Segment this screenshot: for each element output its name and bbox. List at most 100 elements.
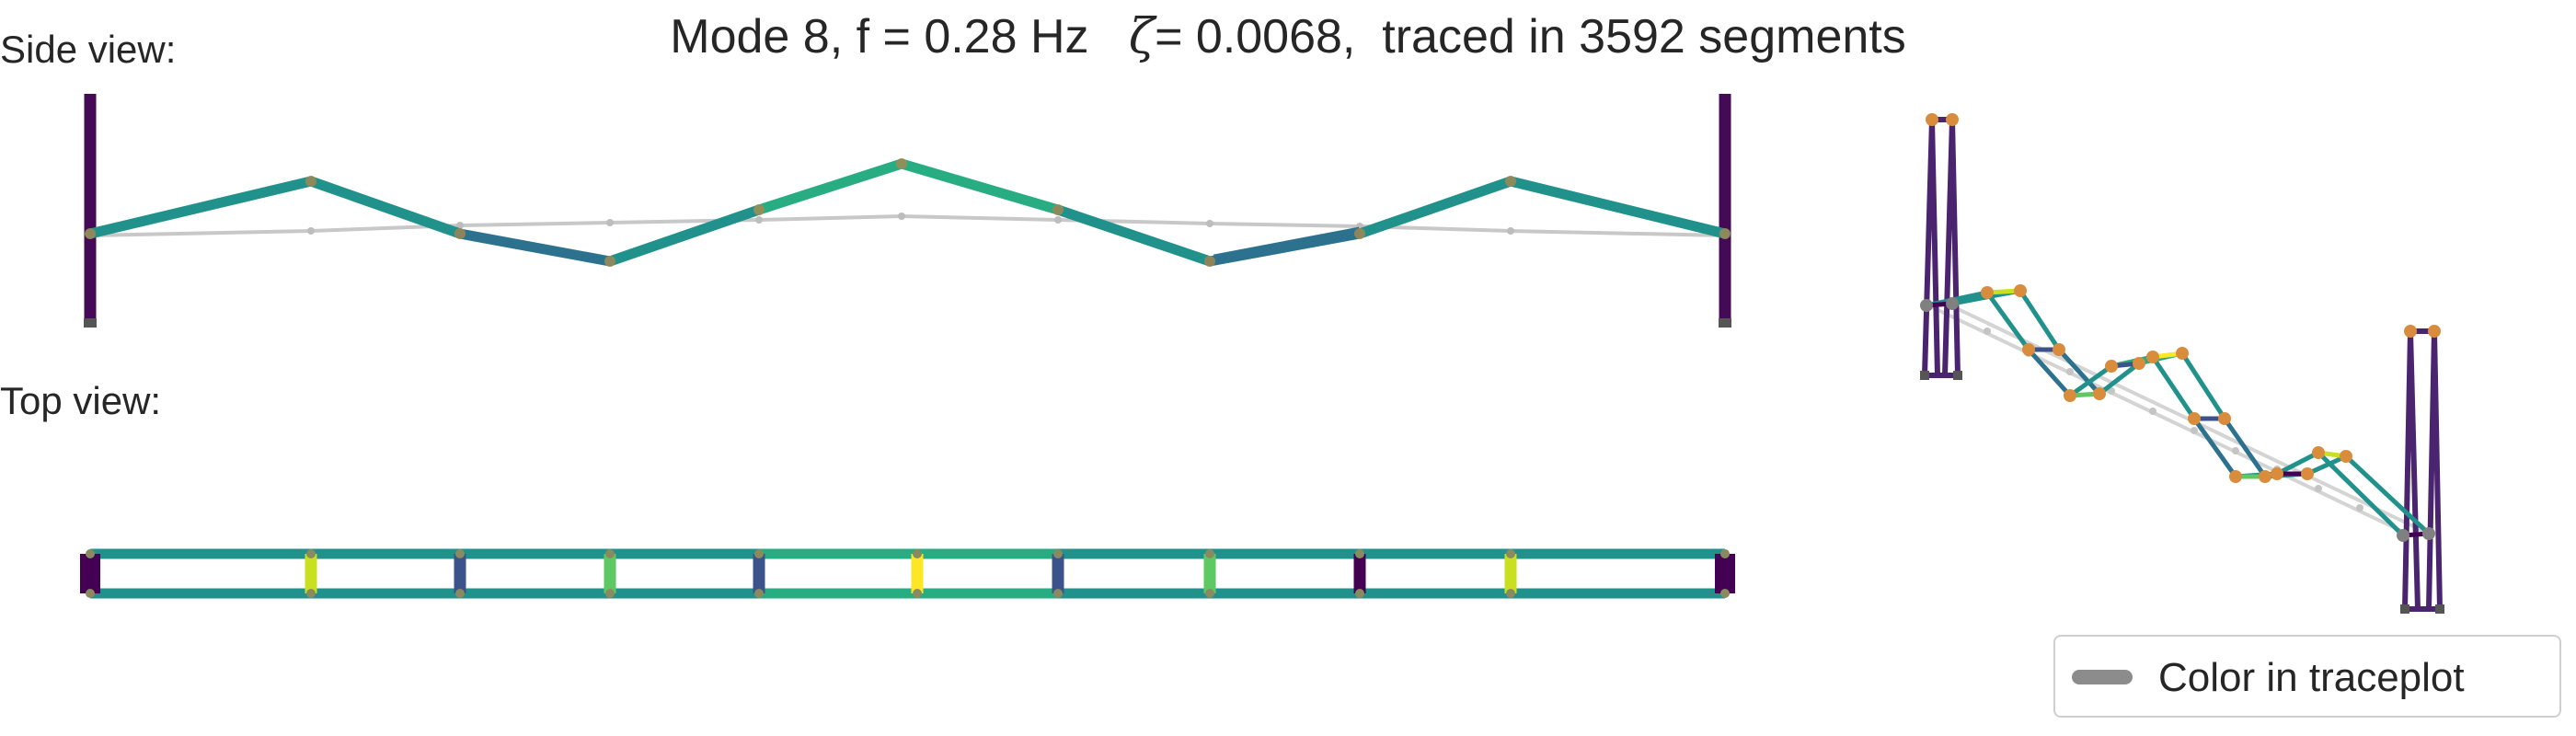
deformed-node bbox=[2146, 351, 2159, 363]
top-view-node bbox=[455, 589, 465, 598]
top-view-node bbox=[306, 549, 316, 558]
top-view-node bbox=[754, 549, 764, 558]
deformed-node bbox=[604, 256, 615, 267]
top-view-node bbox=[1506, 589, 1515, 598]
deformed-deck-segment bbox=[85, 176, 316, 239]
tower-top-node bbox=[1926, 113, 1938, 126]
top-view-node bbox=[605, 549, 615, 558]
legend-swatch bbox=[2072, 670, 2133, 684]
undeformed-node bbox=[2149, 408, 2156, 415]
title-prefix: Mode 8, f = 0.28 Hz bbox=[670, 10, 1089, 63]
legend-label: Color in traceplot bbox=[2158, 655, 2465, 700]
deformed-node bbox=[2271, 467, 2283, 480]
top-view-node bbox=[1053, 589, 1063, 598]
tower-base-node bbox=[1953, 371, 1962, 380]
deformed-node bbox=[1204, 256, 1215, 267]
side-view-label: Side view: bbox=[0, 28, 177, 71]
deformed-deck-segment bbox=[896, 158, 1064, 215]
deformed-chain-a-segment bbox=[2191, 417, 2238, 478]
deformed-node bbox=[2312, 446, 2325, 459]
deformed-deck-segment bbox=[1505, 176, 1731, 239]
undeformed-line bbox=[1924, 302, 2404, 534]
undeformed-node bbox=[1206, 220, 1213, 227]
deformed-chain-a-segment bbox=[2068, 363, 2113, 398]
top-view-node bbox=[86, 549, 95, 558]
tower-top-node bbox=[2404, 325, 2417, 338]
deformed-node bbox=[1981, 286, 1994, 299]
tower-base bbox=[1719, 318, 1731, 328]
deformed-node bbox=[2259, 470, 2271, 483]
deformed-chain-a-segment bbox=[2317, 451, 2405, 537]
deformed-node bbox=[896, 158, 907, 169]
perspective-view-panel bbox=[1920, 113, 2444, 614]
top-view-node bbox=[1355, 549, 1364, 558]
deformed-chain-b-segment bbox=[2057, 348, 2101, 396]
top-view-label: Top view: bbox=[0, 379, 162, 422]
undeformed-node bbox=[1054, 216, 1062, 224]
top-view-node bbox=[1053, 549, 1063, 558]
deformed-chain-b-segment bbox=[2306, 454, 2348, 477]
deformed-node bbox=[2053, 343, 2065, 356]
undeformed-deck-line bbox=[89, 213, 1726, 237]
left-tower-leg bbox=[1942, 119, 1961, 376]
plot-title: Mode 8, f = 0.28 Hz ζ= 0.0068, traced in… bbox=[0, 7, 2576, 66]
tower-base-node bbox=[2400, 604, 2409, 614]
deformed-chain-a-segment bbox=[2150, 355, 2197, 420]
tower-top-node bbox=[1946, 113, 1959, 126]
top-view-node bbox=[1205, 589, 1214, 598]
deformed-node bbox=[1505, 176, 1516, 187]
undeformed-node bbox=[1984, 328, 1991, 335]
undeformed-node bbox=[606, 219, 614, 226]
undeformed-node bbox=[898, 213, 905, 220]
tower-base-node bbox=[2435, 604, 2444, 614]
deformed-chain-a-segment bbox=[2027, 348, 2072, 397]
deformed-deck-segment bbox=[753, 158, 907, 215]
deformed-node bbox=[1354, 228, 1365, 239]
side-view-panel bbox=[84, 94, 1731, 328]
undeformed-node bbox=[456, 222, 464, 229]
deformed-node bbox=[2340, 450, 2352, 463]
deformed-deck-segment bbox=[1052, 204, 1215, 267]
tower-base-node bbox=[1920, 371, 1929, 380]
zeta-symbol: ζ bbox=[1128, 9, 1156, 64]
undeformed-node bbox=[307, 227, 315, 235]
top-view-node bbox=[1205, 549, 1214, 558]
top-view-node bbox=[86, 589, 95, 598]
title-suffix: = 0.0068, traced in 3592 segments bbox=[1155, 10, 1906, 63]
deformed-chain-b-segment bbox=[2098, 362, 2141, 396]
top-view-node bbox=[605, 589, 615, 598]
top-view-node bbox=[1355, 589, 1364, 598]
deformed-node bbox=[305, 176, 316, 187]
deformed-node bbox=[2133, 357, 2145, 370]
undeformed-node bbox=[2191, 427, 2198, 434]
support-node bbox=[1920, 299, 1933, 312]
left-tower-leg bbox=[1922, 119, 1940, 376]
deformed-chain-b-segment bbox=[2018, 289, 2062, 351]
undeformed-node bbox=[2066, 368, 2074, 375]
right-tower-leg bbox=[2426, 330, 2443, 610]
deformed-node bbox=[2229, 470, 2242, 483]
deformed-node bbox=[2188, 412, 2201, 425]
deformed-node bbox=[1052, 204, 1064, 215]
top-view-node bbox=[913, 549, 922, 558]
tower-base bbox=[84, 318, 97, 328]
undeformed-node bbox=[755, 216, 763, 224]
top-view-node bbox=[1506, 549, 1515, 558]
top-view-node bbox=[913, 589, 922, 598]
undeformed-node bbox=[1507, 227, 1514, 235]
tower-top-node bbox=[2428, 325, 2441, 338]
deformed-node bbox=[2301, 467, 2314, 480]
undeformed-node bbox=[2356, 504, 2363, 512]
top-view-node bbox=[455, 549, 465, 558]
deformed-chain-b-segment bbox=[2222, 417, 2268, 478]
support-node bbox=[2422, 527, 2435, 540]
deformed-chain-a-segment bbox=[1984, 291, 2031, 351]
top-view-node bbox=[1720, 549, 1730, 558]
top-view-node bbox=[1720, 589, 1730, 598]
legend: Color in traceplot bbox=[2053, 635, 2561, 718]
deformed-node bbox=[2064, 389, 2076, 402]
undeformed-node bbox=[2232, 447, 2239, 454]
support-node bbox=[1946, 297, 1959, 310]
right-tower-leg bbox=[2402, 330, 2421, 610]
